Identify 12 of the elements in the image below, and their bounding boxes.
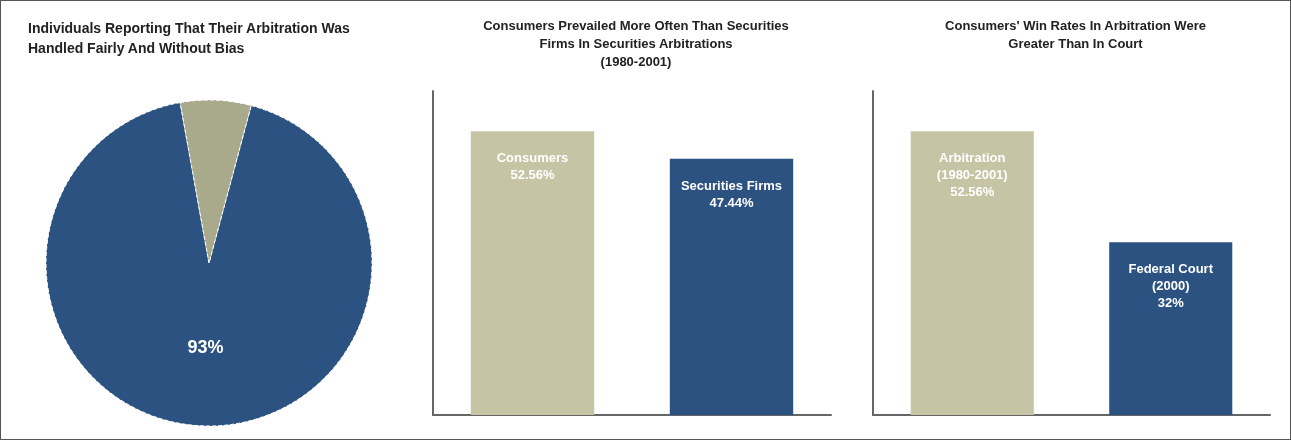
x-tick-label: Securities Firms bbox=[680, 177, 783, 193]
x-tick-label: Consumers bbox=[496, 150, 569, 166]
data-label: 52.56% bbox=[510, 167, 555, 183]
x-tick-label: Arbitration (1980-2001) bbox=[936, 150, 1008, 183]
chart-title: Consumers' Win Rates In Arbitration Were Greater Than In Court bbox=[945, 17, 1206, 51]
data-label: 32% bbox=[1157, 295, 1185, 311]
chart-title: Individuals Reporting That Their Arbitration Was Handled Fairly And Without Bias bbox=[28, 20, 350, 56]
chart-title: Consumers Prevailed More Often Than Securities Firms In Securities Arbitrations (1980-2001) bbox=[483, 17, 789, 69]
data-label: 52.56% bbox=[950, 184, 995, 200]
x-tick-label: Federal Court (2000) bbox=[1128, 261, 1214, 294]
data-label: 93% bbox=[187, 337, 224, 358]
data-label: 47.44% bbox=[709, 194, 754, 210]
